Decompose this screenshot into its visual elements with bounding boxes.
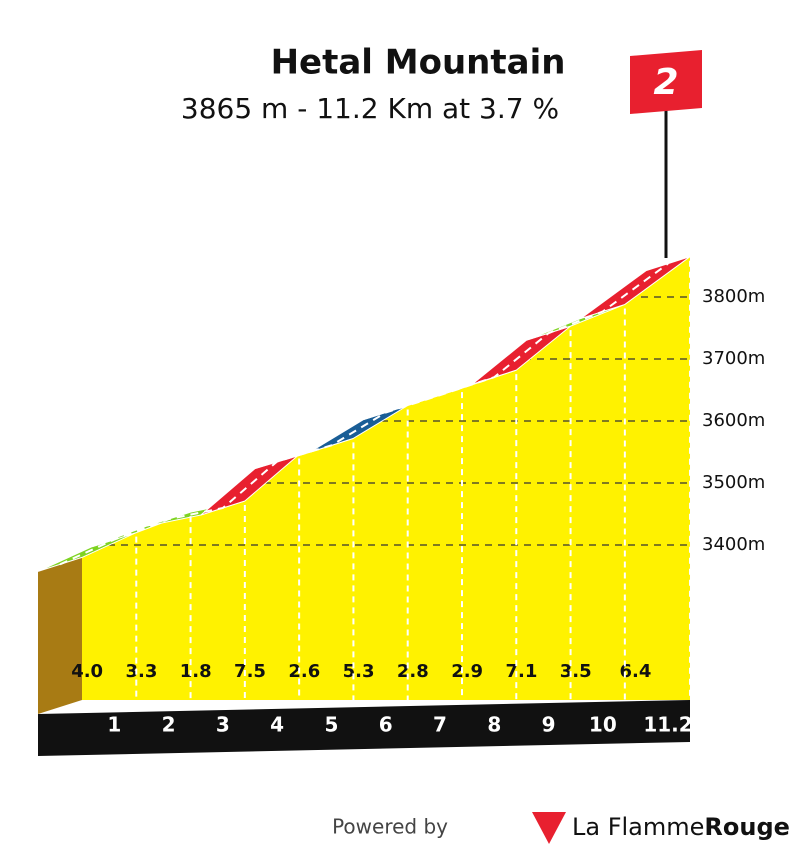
chart-subtitle: 3865 m - 11.2 Km at 3.7 %	[181, 92, 559, 125]
gradient-label: 3.5	[560, 661, 592, 682]
x-tick-label: 8	[487, 713, 501, 737]
x-tick-label: 3	[216, 713, 230, 737]
brand-b: Rouge	[704, 813, 790, 841]
gradient-label: 2.8	[397, 661, 429, 682]
flag	[630, 50, 702, 114]
x-tick-label: 7	[433, 713, 447, 737]
gradient-label: 4.0	[71, 661, 103, 682]
brand: La FlammeRouge	[572, 813, 790, 841]
side-face	[38, 557, 82, 714]
profile-area	[82, 256, 690, 700]
y-tick-label: 3400m	[702, 534, 765, 555]
y-tick-label: 3700m	[702, 348, 765, 369]
gradient-label: 7.1	[505, 661, 537, 682]
x-tick-label: 2	[162, 713, 176, 737]
y-tick-label: 3800m	[702, 286, 765, 307]
y-tick-label: 3600m	[702, 410, 765, 431]
gradient-label: 2.9	[451, 661, 483, 682]
x-tick-label: 10	[589, 713, 617, 737]
chart-title: Hetal Mountain	[271, 43, 566, 83]
y-tick-label: 3500m	[702, 472, 765, 493]
flag-label: 2	[653, 62, 678, 103]
gradient-label: 3.3	[125, 661, 157, 682]
x-tick-label: 1	[107, 713, 121, 737]
x-tick-label: 4	[270, 713, 284, 737]
brand-a: La Flamme	[572, 813, 704, 841]
gradient-label: 2.6	[288, 661, 320, 682]
gradient-label: 6.4	[619, 661, 651, 682]
x-tick-label: 11.2	[643, 713, 692, 737]
x-tick-label: 9	[542, 713, 556, 737]
base	[38, 700, 690, 756]
powered-by: Powered by	[332, 815, 448, 839]
x-tick-label: 5	[324, 713, 338, 737]
gradient-label: 1.8	[180, 661, 212, 682]
plot: 3400m 3500m 3600m 3700m 3800m 4.0 3.3 1.8 7.5 2.6…	[37, 256, 765, 756]
x-tick-label: 6	[379, 713, 393, 737]
gradient-label: 7.5	[234, 661, 266, 682]
logo	[532, 812, 566, 844]
gradient-label: 5.3	[343, 661, 375, 682]
